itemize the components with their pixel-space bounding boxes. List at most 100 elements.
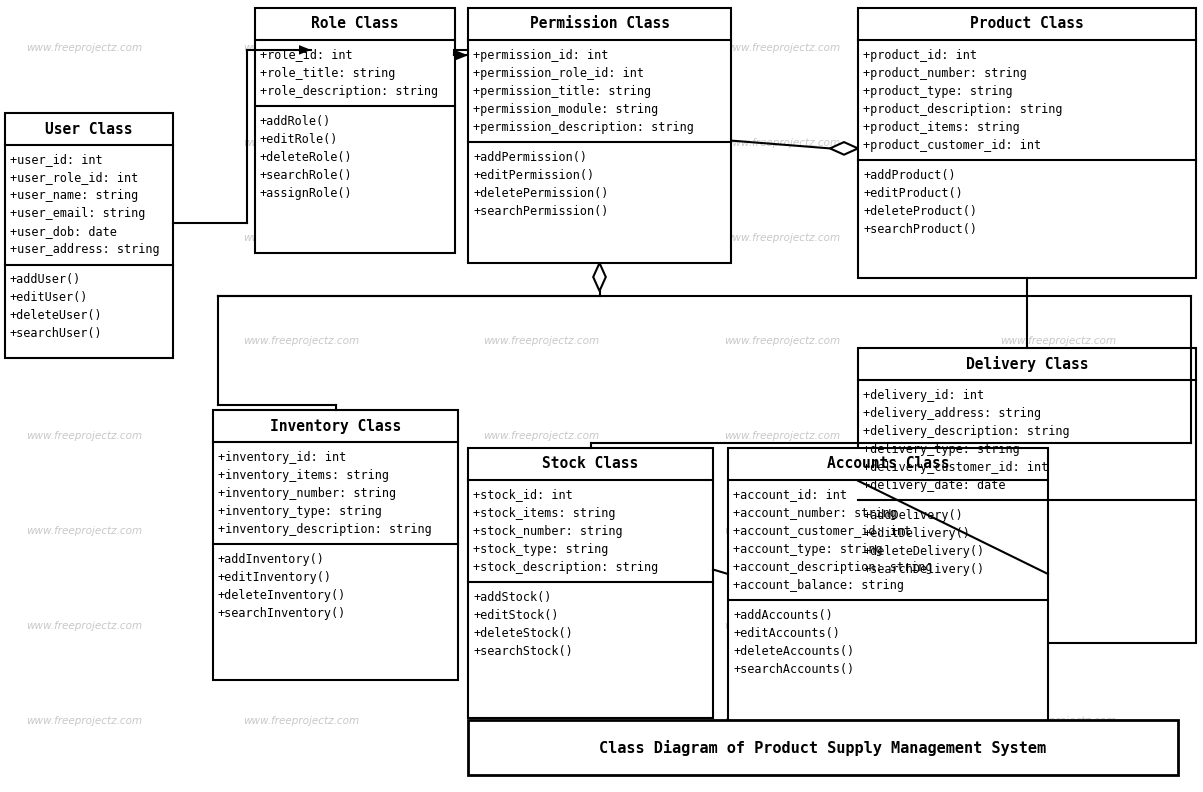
Bar — [858, 8, 1196, 278]
Text: +account_customer_id: int: +account_customer_id: int — [733, 524, 911, 538]
Text: www.freeprojectz.com: www.freeprojectz.com — [484, 621, 599, 630]
Text: +user_name: string: +user_name: string — [10, 189, 138, 203]
Text: Stock Class: Stock Class — [543, 456, 639, 471]
Text: +assignRole(): +assignRole() — [260, 186, 352, 200]
Text: +user_role_id: int: +user_role_id: int — [10, 172, 138, 185]
Text: +editDelivery(): +editDelivery() — [863, 527, 970, 539]
Text: Accounts Class: Accounts Class — [826, 456, 949, 471]
Text: +product_number: string: +product_number: string — [863, 67, 1027, 79]
Text: www.freeprojectz.com: www.freeprojectz.com — [26, 431, 142, 440]
Polygon shape — [456, 51, 468, 60]
Text: www.freeprojectz.com: www.freeprojectz.com — [484, 431, 599, 440]
Text: www.freeprojectz.com: www.freeprojectz.com — [243, 431, 358, 440]
Polygon shape — [830, 142, 858, 154]
Text: www.freeprojectz.com: www.freeprojectz.com — [1001, 716, 1116, 725]
Text: +stock_id: int: +stock_id: int — [473, 489, 573, 501]
Text: www.freeprojectz.com: www.freeprojectz.com — [1001, 138, 1116, 147]
Text: +account_number: string: +account_number: string — [733, 507, 897, 520]
Text: +addRole(): +addRole() — [260, 115, 331, 128]
Text: www.freeprojectz.com: www.freeprojectz.com — [724, 336, 840, 345]
Text: +stock_type: string: +stock_type: string — [473, 543, 609, 555]
Text: +editStock(): +editStock() — [473, 608, 558, 622]
Text: +permission_id: int: +permission_id: int — [473, 48, 609, 62]
Text: +product_id: int: +product_id: int — [863, 48, 977, 62]
Text: +addUser(): +addUser() — [10, 273, 82, 287]
Text: Role Class: Role Class — [312, 17, 398, 32]
Text: +delivery_id: int: +delivery_id: int — [863, 389, 984, 402]
Text: User Class: User Class — [46, 121, 132, 136]
Text: +searchRole(): +searchRole() — [260, 169, 352, 181]
Text: +deleteInventory(): +deleteInventory() — [218, 588, 346, 601]
Text: www.freeprojectz.com: www.freeprojectz.com — [243, 526, 358, 535]
Text: www.freeprojectz.com: www.freeprojectz.com — [1001, 526, 1116, 535]
Text: www.freeprojectz.com: www.freeprojectz.com — [26, 621, 142, 630]
Text: +delivery_customer_id: int: +delivery_customer_id: int — [863, 460, 1048, 474]
Text: +searchAccounts(): +searchAccounts() — [733, 662, 854, 676]
Text: +product_description: string: +product_description: string — [863, 102, 1062, 116]
Text: +account_description: string: +account_description: string — [733, 561, 932, 573]
Text: +user_address: string: +user_address: string — [10, 243, 160, 257]
Bar — [213, 410, 458, 680]
Text: +user_dob: date: +user_dob: date — [10, 226, 117, 238]
Text: www.freeprojectz.com: www.freeprojectz.com — [26, 526, 142, 535]
Text: +searchProduct(): +searchProduct() — [863, 223, 977, 235]
Text: +delivery_description: string: +delivery_description: string — [863, 425, 1069, 437]
Text: +addPermission(): +addPermission() — [473, 150, 587, 163]
Text: +deleteUser(): +deleteUser() — [10, 310, 102, 322]
Text: www.freeprojectz.com: www.freeprojectz.com — [243, 716, 358, 725]
Text: +user_id: int: +user_id: int — [10, 154, 102, 166]
Text: www.freeprojectz.com: www.freeprojectz.com — [484, 336, 599, 345]
Text: +product_customer_id: int: +product_customer_id: int — [863, 139, 1041, 151]
Bar — [468, 448, 713, 718]
Text: www.freeprojectz.com: www.freeprojectz.com — [243, 43, 358, 52]
Text: www.freeprojectz.com: www.freeprojectz.com — [243, 233, 358, 242]
Text: +permission_description: string: +permission_description: string — [473, 120, 694, 134]
Text: +stock_number: string: +stock_number: string — [473, 524, 623, 538]
Text: +editRole(): +editRole() — [260, 132, 338, 146]
Text: Delivery Class: Delivery Class — [966, 356, 1089, 372]
Text: +deletePermission(): +deletePermission() — [473, 186, 609, 200]
Text: www.freeprojectz.com: www.freeprojectz.com — [484, 138, 599, 147]
Text: +inventory_type: string: +inventory_type: string — [218, 505, 381, 517]
Text: www.freeprojectz.com: www.freeprojectz.com — [1001, 431, 1116, 440]
Text: Class Diagram of Product Supply Management System: Class Diagram of Product Supply Manageme… — [599, 740, 1047, 756]
Text: +inventory_number: string: +inventory_number: string — [218, 486, 396, 500]
Text: +addProduct(): +addProduct() — [863, 169, 955, 181]
Text: +addStock(): +addStock() — [473, 591, 551, 604]
Text: +searchInventory(): +searchInventory() — [218, 607, 346, 619]
Text: www.freeprojectz.com: www.freeprojectz.com — [243, 138, 358, 147]
Text: www.freeprojectz.com: www.freeprojectz.com — [724, 43, 840, 52]
Text: +inventory_description: string: +inventory_description: string — [218, 523, 432, 535]
Text: www.freeprojectz.com: www.freeprojectz.com — [724, 138, 840, 147]
Text: www.freeprojectz.com: www.freeprojectz.com — [724, 526, 840, 535]
Text: +deleteDelivery(): +deleteDelivery() — [863, 545, 984, 558]
Text: www.freeprojectz.com: www.freeprojectz.com — [1001, 336, 1116, 345]
Text: +inventory_items: string: +inventory_items: string — [218, 469, 389, 482]
Text: +delivery_type: string: +delivery_type: string — [863, 443, 1020, 455]
Text: +searchPermission(): +searchPermission() — [473, 204, 609, 218]
Text: +editPermission(): +editPermission() — [473, 169, 594, 181]
Text: www.freeprojectz.com: www.freeprojectz.com — [26, 336, 142, 345]
Text: www.freeprojectz.com: www.freeprojectz.com — [484, 233, 599, 242]
Text: +editUser(): +editUser() — [10, 291, 88, 304]
Text: www.freeprojectz.com: www.freeprojectz.com — [243, 336, 358, 345]
Text: +role_title: string: +role_title: string — [260, 67, 396, 79]
Text: www.freeprojectz.com: www.freeprojectz.com — [724, 716, 840, 725]
Bar — [728, 448, 1048, 728]
Text: +user_email: string: +user_email: string — [10, 208, 146, 220]
Text: +account_balance: string: +account_balance: string — [733, 578, 903, 592]
Text: www.freeprojectz.com: www.freeprojectz.com — [724, 431, 840, 440]
Text: +role_description: string: +role_description: string — [260, 85, 438, 97]
Text: +permission_module: string: +permission_module: string — [473, 102, 658, 116]
Text: +addDelivery(): +addDelivery() — [863, 508, 962, 521]
Text: www.freeprojectz.com: www.freeprojectz.com — [243, 621, 358, 630]
Text: www.freeprojectz.com: www.freeprojectz.com — [724, 621, 840, 630]
Text: +editAccounts(): +editAccounts() — [733, 626, 840, 639]
Text: www.freeprojectz.com: www.freeprojectz.com — [26, 716, 142, 725]
Text: www.freeprojectz.com: www.freeprojectz.com — [26, 138, 142, 147]
Text: +role_id: int: +role_id: int — [260, 48, 352, 62]
Text: Inventory Class: Inventory Class — [269, 418, 401, 433]
Bar — [858, 348, 1196, 643]
Polygon shape — [300, 45, 312, 55]
Text: Permission Class: Permission Class — [529, 17, 670, 32]
